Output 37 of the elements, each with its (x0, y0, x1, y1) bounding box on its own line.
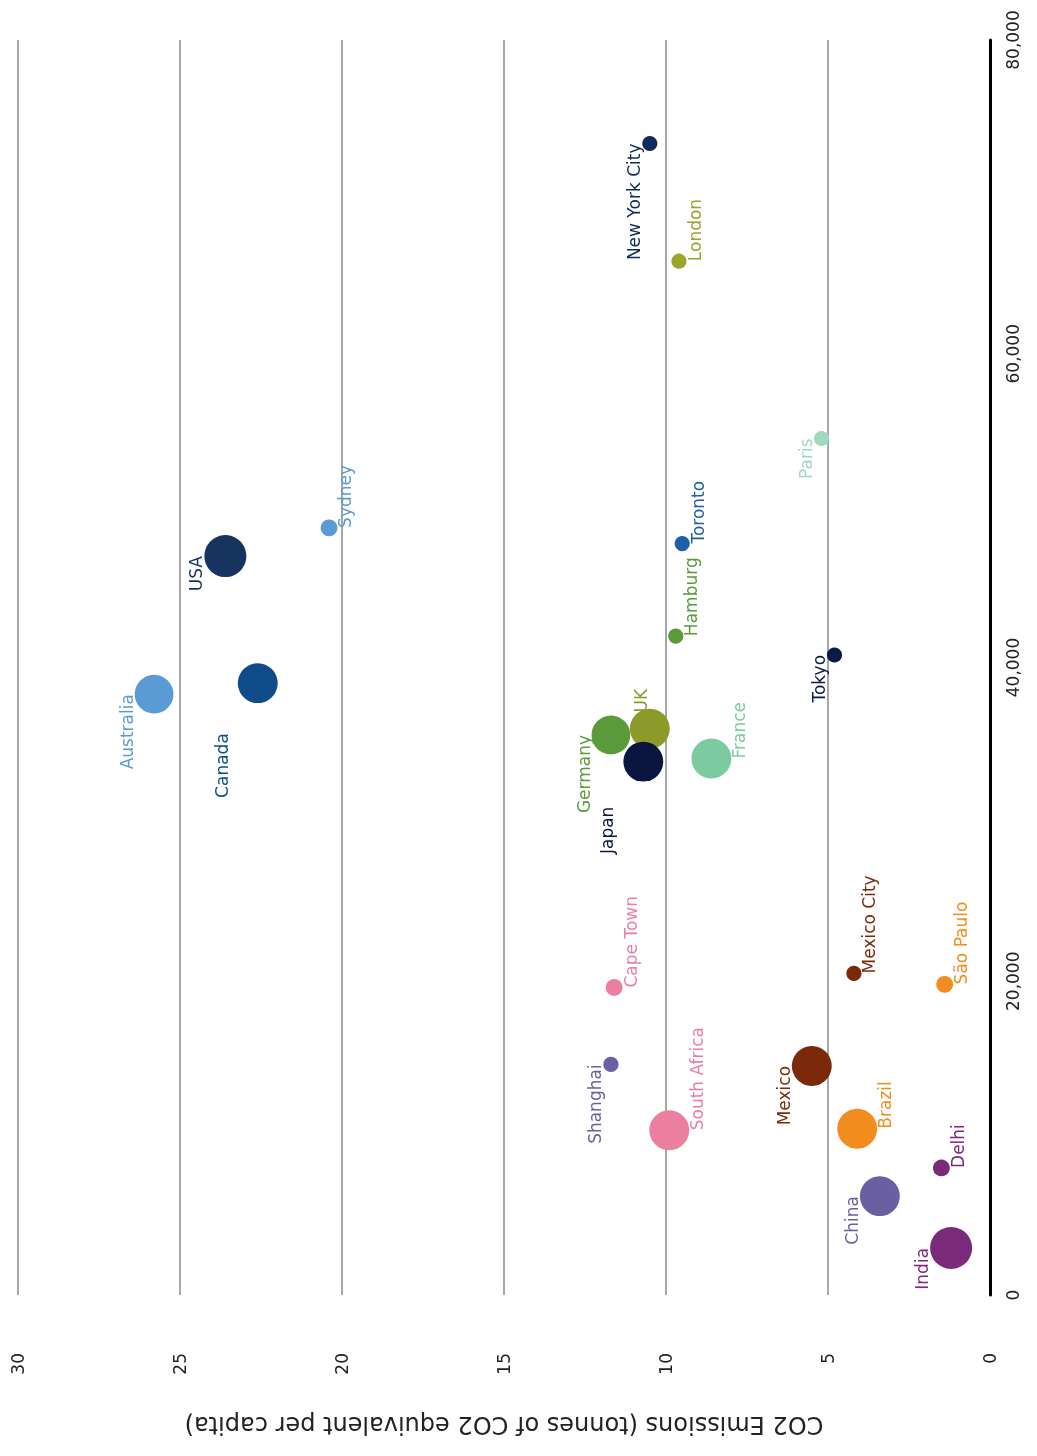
text: Paris (795, 438, 816, 479)
text: UK (631, 688, 652, 713)
text: Toronto (687, 480, 708, 545)
text: London (684, 198, 705, 262)
text: South Africa (687, 1026, 708, 1131)
y-tick-label: 60,000 (1002, 324, 1023, 384)
text: Sydney (335, 464, 356, 528)
text: India (912, 1247, 933, 1290)
text: Mexico (773, 1065, 794, 1126)
x-axis-title: CO2 Emissions (tonnes of CO2 equivalent per capita) (184, 1411, 824, 1439)
text: Australia (116, 694, 137, 770)
y-tick-label: 40,000 (1002, 637, 1023, 698)
text: Tokyo (808, 654, 829, 704)
text: New York City (624, 143, 645, 261)
x-tick-label: 15 (494, 1353, 514, 1375)
text: Brazil (875, 1081, 896, 1129)
text: USA (186, 555, 207, 592)
x-tick-label: 10 (656, 1353, 676, 1375)
text: France (729, 701, 750, 759)
text: Canada (211, 733, 232, 798)
x-tick-label: 30 (8, 1353, 28, 1375)
text: Japan (597, 806, 618, 856)
text: Hamburg (681, 557, 702, 637)
text: Shanghai (585, 1064, 606, 1144)
y-tick-label: 0 (1002, 1289, 1023, 1301)
text: China (841, 1196, 862, 1245)
y-tick-label: 20,000 (1002, 951, 1023, 1011)
text: Germany (573, 734, 594, 814)
x-tick-label: 0 (980, 1353, 1000, 1364)
x-tick-label: 5 (818, 1353, 838, 1364)
x-tick-label: 20 (332, 1353, 352, 1375)
text: Mexico City (859, 875, 880, 974)
text: São Paulo (951, 901, 972, 985)
x-tick-label: 25 (170, 1353, 190, 1375)
y-tick-label: 80,000 (1002, 10, 1023, 70)
text: Cape Town (620, 895, 641, 988)
text: Delhi (947, 1124, 968, 1168)
